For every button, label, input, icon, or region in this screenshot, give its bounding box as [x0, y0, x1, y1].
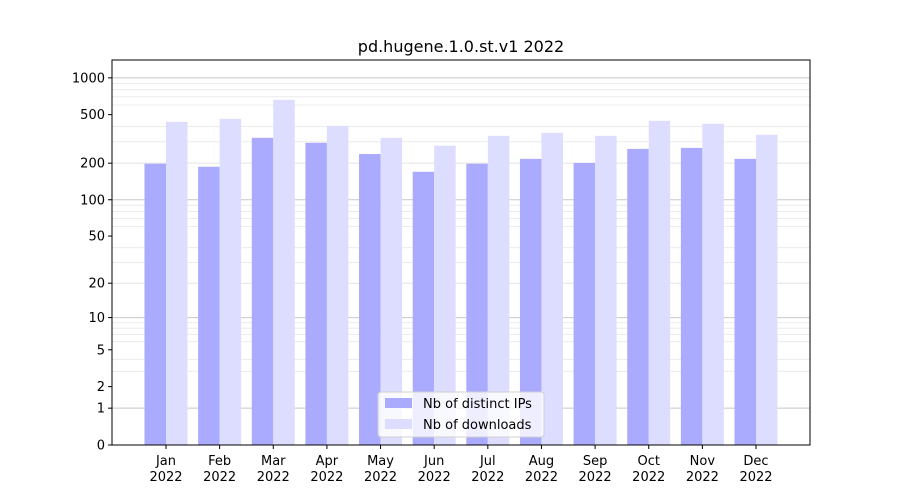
y-tick-label: 100 [80, 193, 105, 208]
x-tick-label: Apr 2022 [310, 454, 343, 485]
bar-downloads [219, 118, 242, 446]
y-tick-label: 5 [97, 343, 105, 358]
bar-distinct-ips [412, 171, 435, 446]
x-axis: Jan 2022 Feb 2022 Mar 2022 Apr 2022 May 2022 Jun 20… [149, 445, 773, 485]
bar-distinct-ips [251, 137, 274, 445]
bar-distinct-ips [359, 153, 381, 445]
x-tick-label: Nov 2022 [686, 454, 719, 485]
x-tick-label: Jul 2022 [471, 454, 504, 485]
y-tick-label: 500 [80, 108, 105, 123]
y-tick-label: 1 [97, 402, 105, 417]
bar-downloads [487, 135, 510, 445]
x-tick-label: Sep 2022 [579, 454, 612, 485]
y-tick-label: 2 [97, 380, 105, 395]
bar-distinct-ips [519, 158, 542, 445]
bar-downloads [273, 99, 295, 446]
x-tick-label: May 2022 [364, 454, 397, 485]
bar-downloads [541, 132, 563, 445]
bar-downloads [756, 134, 778, 445]
legend-box [377, 391, 545, 438]
legend-swatch [385, 419, 412, 429]
bar-distinct-ips [734, 158, 756, 445]
bars [144, 99, 778, 446]
x-tick-label: Aug 2022 [525, 454, 558, 485]
legend-label: Nb of distinct IPs [423, 397, 532, 412]
bar-downloads [166, 121, 188, 445]
y-tick-label: 50 [88, 230, 105, 245]
bar-downloads [648, 120, 671, 446]
bar-downloads [326, 125, 349, 445]
x-tick-label: Jun 2022 [418, 454, 451, 485]
bar-distinct-ips [627, 148, 649, 445]
bar-distinct-ips [466, 163, 488, 445]
y-axis: 0 1 2 5 10 20 50 100 200 500 1000 [72, 71, 112, 454]
axes-frame [111, 59, 811, 446]
bar-downloads [434, 145, 456, 445]
x-tick-label: Dec 2022 [739, 454, 772, 485]
bar-distinct-ips [198, 166, 220, 445]
x-tick-label: Oct 2022 [632, 454, 665, 485]
x-tick-label: Mar 2022 [257, 454, 290, 485]
x-tick-label: Jan 2022 [149, 454, 182, 485]
y-tick-label: 200 [80, 157, 105, 172]
y-tick-label: 20 [88, 277, 105, 292]
y-tick-label: 1000 [72, 71, 105, 86]
bar-distinct-ips [573, 162, 596, 445]
x-tick-label: Feb 2022 [203, 454, 236, 485]
bar-distinct-ips [680, 147, 703, 445]
legend-swatch [385, 398, 412, 408]
y-tick-label: 0 [97, 439, 105, 454]
bar-distinct-ips [144, 163, 166, 445]
bar-downloads [380, 137, 403, 445]
bar-downloads [702, 123, 724, 445]
legend: Nb of distinct IPs Nb of downloads [377, 391, 545, 438]
bar-distinct-ips [305, 142, 327, 445]
legend-label: Nb of downloads [423, 418, 532, 433]
y-tick-label: 10 [88, 311, 105, 326]
chart-title: pd.hugene.1.0.st.v1 2022 [358, 37, 564, 56]
bar-downloads [595, 135, 617, 445]
